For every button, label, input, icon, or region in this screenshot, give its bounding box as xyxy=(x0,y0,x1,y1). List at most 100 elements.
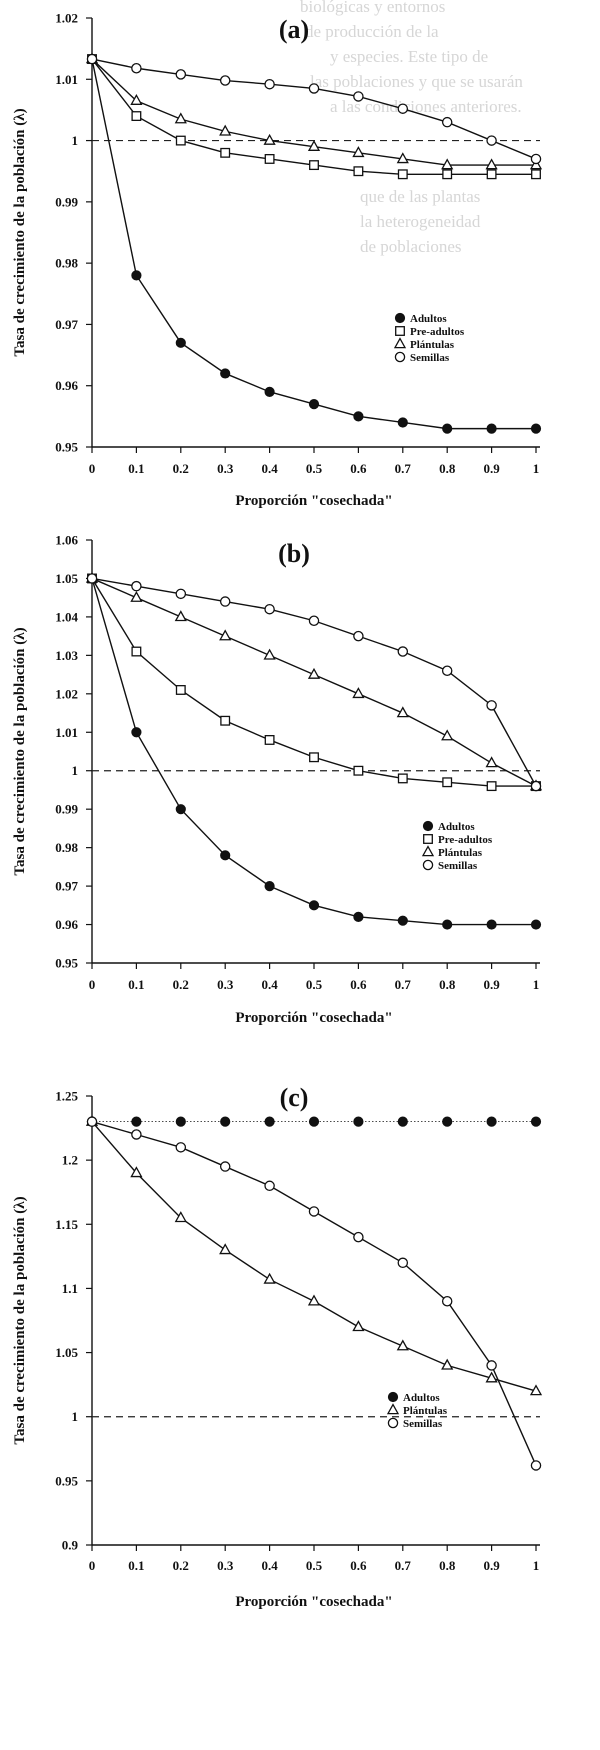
data-point xyxy=(307,667,321,679)
series-adultos xyxy=(86,573,542,930)
data-point xyxy=(530,780,542,792)
data-point xyxy=(442,777,453,788)
x-tick-label: 0.9 xyxy=(483,977,500,992)
data-point xyxy=(307,139,321,151)
data-point xyxy=(353,1231,364,1243)
y-tick-label: 1.15 xyxy=(55,1217,78,1232)
data-point xyxy=(219,629,232,641)
chart-panel-c: (c) 0.9 0.95 1 1.05 1.1 1.15 1.2 1.25 0 0.1 0.2 0.3 0… xyxy=(12,1083,543,1610)
data-point xyxy=(309,752,319,763)
y-axis-title: Tasa de crecimiento de la población (λ) xyxy=(12,1196,28,1444)
x-tick-label: 0.2 xyxy=(173,977,189,992)
y-tick-label: 1.2 xyxy=(62,1153,78,1168)
legend-marker xyxy=(422,820,434,832)
data-point xyxy=(308,1116,320,1127)
data-point xyxy=(530,153,542,165)
x-tick-label: 0.4 xyxy=(261,461,278,476)
chart-panel-b: (b) 0.95 0.96 0.97 0.98 0.99 1 1.01 1.02 1.03 1.04… xyxy=(12,533,543,1026)
data-point xyxy=(353,1116,364,1127)
x-tick-label: 0.7 xyxy=(395,1558,412,1573)
legend-label: Plántulas xyxy=(438,847,483,859)
legend-marker xyxy=(423,834,433,844)
legend-marker xyxy=(387,1417,399,1429)
data-point xyxy=(220,1116,231,1127)
data-point xyxy=(530,423,542,434)
y-tick-label: 1.01 xyxy=(55,725,78,740)
legend-label: Semillas xyxy=(403,1418,443,1430)
data-point xyxy=(219,596,231,607)
series-line xyxy=(91,58,536,175)
data-point xyxy=(131,63,142,74)
data-point xyxy=(441,665,453,676)
y-tick-label: 0.99 xyxy=(55,802,78,817)
x-tick-label: 0.5 xyxy=(306,1558,323,1573)
x-tick-label: 0.1 xyxy=(128,1558,144,1573)
data-point xyxy=(175,1116,186,1127)
data-point xyxy=(308,1206,320,1217)
data-point xyxy=(220,850,231,861)
data-point xyxy=(219,124,232,136)
y-tick-label: 0.98 xyxy=(55,256,78,271)
x-axis-title: Proporción "cosechada" xyxy=(235,1010,392,1026)
data-point xyxy=(486,1116,497,1127)
data-point xyxy=(175,69,187,80)
x-tick-label: 0.3 xyxy=(217,977,234,992)
data-point xyxy=(530,1460,542,1471)
series-semillas xyxy=(86,53,542,165)
y-tick-label: 1.06 xyxy=(55,533,78,548)
data-point xyxy=(530,919,542,930)
x-tick-label: 0.8 xyxy=(439,1558,456,1573)
legend-marker xyxy=(394,351,406,363)
x-tick-label: 0.5 xyxy=(306,977,323,992)
data-point xyxy=(397,103,409,114)
data-point xyxy=(264,880,275,892)
data-point xyxy=(264,1180,275,1192)
y-tick-label: 0.9 xyxy=(62,1538,79,1553)
x-tick-label: 0.3 xyxy=(217,461,234,476)
y-tick-label: 0.97 xyxy=(55,879,78,894)
series-adultos xyxy=(86,1116,542,1127)
data-point xyxy=(174,112,187,124)
y-axis-title: Tasa de crecimiento de la población (λ) xyxy=(12,627,28,875)
data-point xyxy=(131,1129,142,1140)
data-point xyxy=(219,1161,231,1172)
data-point xyxy=(352,687,365,699)
data-point xyxy=(530,1116,542,1127)
y-tick-label: 0.97 xyxy=(55,317,78,332)
x-tick-label: 0.8 xyxy=(439,461,456,476)
data-point xyxy=(175,588,187,600)
y-tick-label: 1.25 xyxy=(55,1089,78,1104)
legend-marker xyxy=(394,312,406,324)
y-axis-title: Tasa de crecimiento de la población (λ) xyxy=(12,108,28,356)
series-line xyxy=(91,58,536,430)
x-tick-label: 1 xyxy=(533,461,540,476)
legend-label: Adultos xyxy=(403,1392,440,1404)
data-point xyxy=(131,727,142,738)
legend-label: Adultos xyxy=(438,821,475,833)
y-tick-label: 1.01 xyxy=(55,72,78,87)
legend-label: Plántulas xyxy=(410,339,455,351)
data-point xyxy=(175,804,186,815)
data-point xyxy=(174,610,187,622)
data-point xyxy=(307,1294,321,1306)
data-point xyxy=(131,580,142,592)
data-point xyxy=(486,919,497,930)
data-point xyxy=(396,706,409,718)
y-tick-label: 0.99 xyxy=(55,194,78,209)
data-point xyxy=(396,1339,409,1351)
x-axis-title: Proporción "cosechada" xyxy=(235,493,392,509)
data-point xyxy=(486,700,497,711)
x-tick-label: 0.9 xyxy=(483,461,500,476)
panel-label: (c) xyxy=(280,1083,309,1112)
data-point xyxy=(131,270,142,281)
y-tick-label: 1.03 xyxy=(55,648,78,663)
x-tick-label: 0.6 xyxy=(350,977,367,992)
data-point xyxy=(352,146,365,158)
data-point xyxy=(264,735,275,745)
data-point xyxy=(131,1116,142,1127)
y-tick-label: 0.95 xyxy=(55,440,78,455)
data-point xyxy=(397,1116,408,1127)
data-point xyxy=(174,1211,187,1223)
data-point xyxy=(353,166,364,177)
